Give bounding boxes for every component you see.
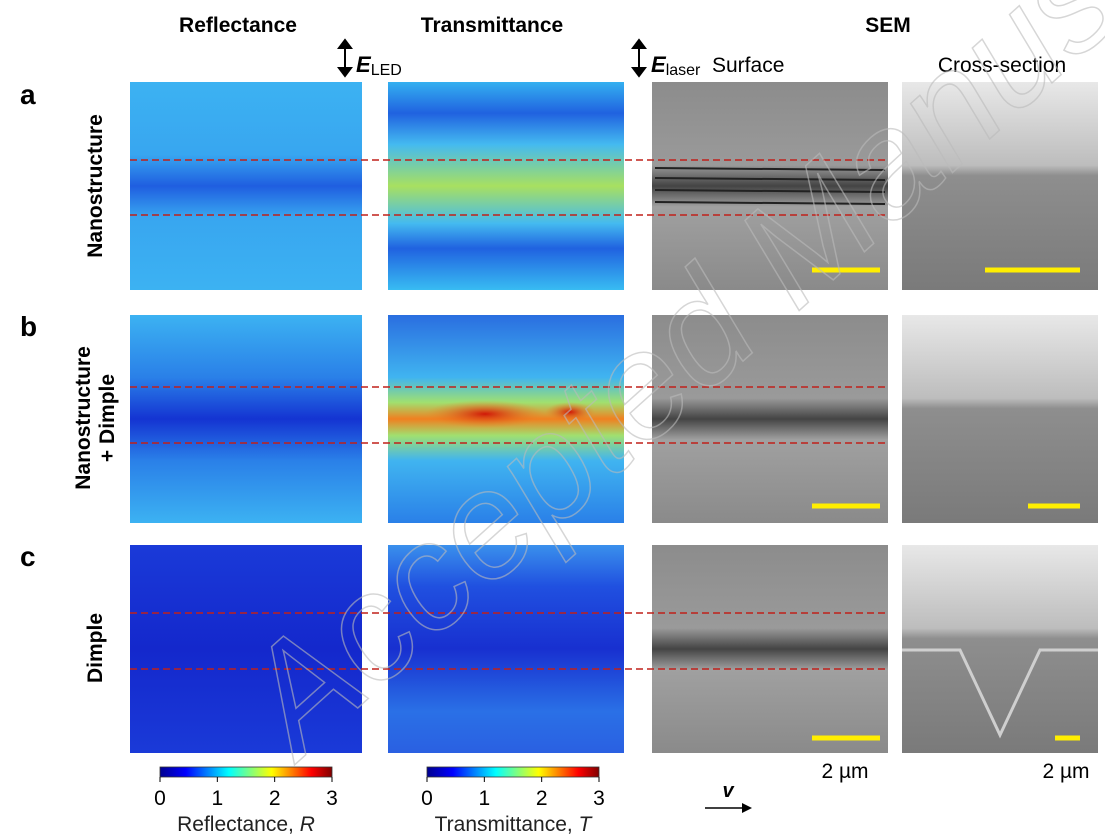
row-label: Nanostructure	[72, 346, 95, 490]
velocity-arrow	[705, 803, 752, 813]
column-header: Reflectance	[179, 14, 297, 37]
row-label: Nanostructure	[84, 114, 107, 258]
colorbar-label: Transmittance, T	[435, 813, 594, 836]
row-label: Dimple	[84, 613, 107, 683]
polarization-label: ELED	[356, 52, 402, 79]
velocity-label: v	[722, 780, 735, 802]
figure: Reflectance Transmittance SEM Surface Cr…	[0, 0, 1105, 839]
scale-bar-label: 2 µm	[1042, 760, 1089, 783]
colorbar-tick-label: 0	[421, 787, 433, 810]
colorbar-tick-label: 3	[593, 787, 605, 810]
row-label: + Dimple	[96, 374, 119, 462]
label-variable: T	[579, 813, 594, 836]
colorbar-tick-label: 1	[478, 787, 490, 810]
panel-letter: b	[20, 311, 37, 342]
colorbar-label: Reflectance, R	[177, 813, 315, 836]
polarization-label: Elaser	[651, 52, 701, 79]
colorbar-tick-label: 2	[269, 787, 281, 810]
sem-cross-section	[902, 315, 1098, 523]
transmittance-map	[388, 82, 624, 290]
symbol: E	[356, 52, 372, 77]
colorbar	[427, 767, 599, 777]
subscript: laser	[666, 62, 701, 79]
label-text: Transmittance,	[435, 813, 579, 836]
scale-bar-label: 2 µm	[821, 760, 868, 783]
column-header: Surface	[712, 54, 784, 77]
column-header: Transmittance	[421, 14, 563, 37]
colorbar-tick-label: 2	[536, 787, 548, 810]
colorbar-tick-label: 1	[211, 787, 223, 810]
colorbar	[160, 767, 332, 777]
colorbar-tick-label: 3	[326, 787, 338, 810]
reflectance-map	[130, 315, 362, 523]
colorbar-tick-label: 0	[154, 787, 166, 810]
label-variable: R	[300, 813, 315, 836]
label-text: Reflectance,	[177, 813, 300, 836]
sem-surface	[652, 545, 888, 753]
reflectance-map	[130, 82, 362, 290]
symbol: E	[651, 52, 667, 77]
panel-letter: a	[20, 79, 36, 110]
panel-letter: c	[20, 541, 36, 572]
subscript: LED	[371, 62, 402, 79]
